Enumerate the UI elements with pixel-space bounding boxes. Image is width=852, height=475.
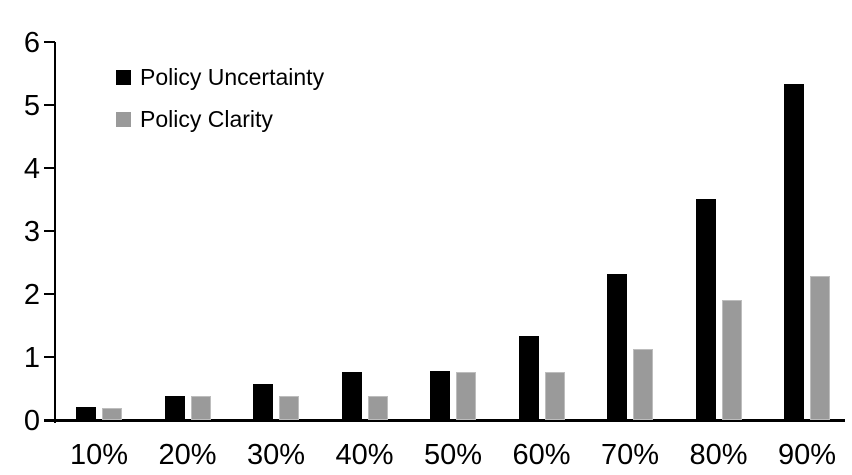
bar-policy-uncertainty-10% [76,407,96,420]
bar-policy-clarity-60% [544,372,565,420]
bar-policy-uncertainty-80% [695,199,716,420]
x-category-label: 30% [246,439,306,471]
bar-policy-uncertainty-70% [607,274,627,420]
y-tick-label: 3 [23,216,40,248]
x-category-label: 90% [777,439,837,471]
x-axis-line [44,419,845,422]
bar-policy-clarity-20% [190,396,211,420]
y-tick-mark [44,41,55,43]
x-category-label: 60% [512,439,571,471]
y-tick-label: 4 [23,153,40,185]
legend-label: Policy Uncertainty [140,64,325,90]
bar-policy-uncertainty-60% [518,336,539,420]
bar-policy-clarity-10% [102,408,122,420]
y-axis-line [54,42,56,423]
x-category-label: 70% [600,439,660,471]
bar-policy-uncertainty-90% [784,84,804,420]
y-tick-mark [44,293,55,295]
x-category-label: 50% [423,439,483,471]
legend-swatch-icon [116,69,131,85]
bar-policy-uncertainty-50% [430,371,450,420]
legend-item-policy-uncertainty: Policy Uncertainty [116,64,324,90]
y-tick-mark [44,230,55,232]
y-tick-mark [44,356,55,358]
x-category-label: 10% [69,439,129,471]
bar-policy-clarity-40% [367,396,388,420]
y-tick-label: 5 [23,90,40,122]
bar-policy-clarity-70% [633,349,653,420]
x-category-label: 20% [158,439,217,471]
legend: Policy Uncertainty Policy Clarity [116,64,324,148]
bar-policy-clarity-80% [721,300,742,420]
y-tick-mark [44,104,55,106]
y-tick-label: 0 [23,405,40,437]
bar-policy-uncertainty-30% [253,384,273,420]
bar-policy-uncertainty-40% [341,372,362,420]
y-tick-mark [44,419,55,421]
bar-policy-uncertainty-20% [164,396,185,420]
y-tick-label: 6 [23,27,40,59]
bar-policy-clarity-90% [810,276,830,420]
bar-policy-clarity-50% [456,372,476,420]
x-category-label: 80% [689,439,748,471]
y-tick-label: 1 [23,342,40,374]
bar-policy-clarity-30% [279,396,299,420]
y-tick-label: 2 [23,279,40,311]
legend-item-policy-clarity: Policy Clarity [116,106,324,132]
x-category-label: 40% [335,439,394,471]
legend-label: Policy Clarity [140,106,273,132]
y-tick-mark [44,167,55,169]
legend-swatch-icon [116,111,131,127]
